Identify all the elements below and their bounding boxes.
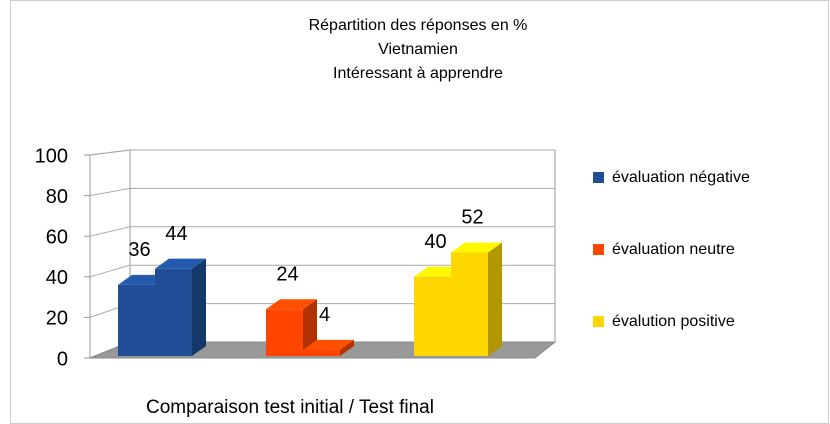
data-label: 40 xyxy=(424,231,446,253)
chart-title: Intéressant à apprendre xyxy=(333,65,503,82)
legend-label: évalution positive xyxy=(612,313,735,330)
bar xyxy=(414,276,451,356)
x-axis-label: Comparaison test initial / Test final xyxy=(146,397,434,418)
y-tick-label: 40 xyxy=(46,267,68,289)
chart-title: Vietnamien xyxy=(378,41,458,58)
grid-line xyxy=(89,187,131,197)
grid-line xyxy=(89,264,131,278)
legend-swatch xyxy=(593,172,604,183)
legend-label: évaluation neutre xyxy=(612,241,735,258)
y-tick-label: 20 xyxy=(46,308,68,330)
bar-side xyxy=(340,339,354,356)
bar-side xyxy=(488,242,502,356)
y-tick-label: 60 xyxy=(46,226,68,248)
bar-top xyxy=(266,299,317,310)
legend-swatch xyxy=(593,316,604,327)
bar xyxy=(155,268,192,356)
bar xyxy=(118,284,155,356)
data-label: 24 xyxy=(276,264,298,286)
legend-swatch xyxy=(593,244,604,255)
bar-side xyxy=(192,258,206,356)
grid-line xyxy=(89,149,131,156)
bar xyxy=(451,252,488,356)
data-label: 36 xyxy=(128,239,150,261)
bar-top xyxy=(303,339,354,350)
data-label: 4 xyxy=(319,304,330,326)
bar-top xyxy=(155,258,206,269)
data-label: 52 xyxy=(461,207,483,229)
chart-title: Répartition des réponses en % xyxy=(309,17,528,34)
bar-side xyxy=(303,299,317,356)
bar xyxy=(266,309,303,356)
y-tick-label: 100 xyxy=(35,145,68,167)
bar-top xyxy=(451,242,502,253)
bar xyxy=(303,349,340,356)
legend-label: évaluation négative xyxy=(612,169,750,186)
grid-line xyxy=(89,226,131,237)
y-tick-label: 0 xyxy=(57,348,68,370)
y-tick-label: 80 xyxy=(46,186,68,208)
data-label: 44 xyxy=(165,223,187,245)
